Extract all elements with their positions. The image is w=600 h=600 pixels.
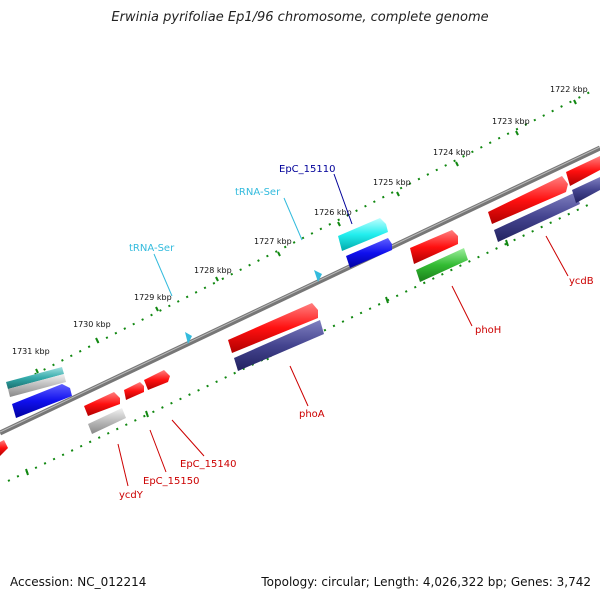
gene-label-ycdY: ycdY [119, 490, 144, 501]
gene-arrow-ycdB-red [488, 176, 568, 224]
backbone-highlight [0, 146, 600, 433]
gene-box-ycdB-purple [494, 192, 580, 242]
gene-arrow-red-small-1 [84, 392, 120, 416]
gene-arrow-blue-left [12, 384, 72, 418]
ruler-label-1730: 1730 kbp [73, 320, 111, 329]
gene-arrow-phoH-red [410, 230, 458, 264]
gene-label-phoA: phoA [299, 409, 325, 420]
ruler-label-1723: 1723 kbp [492, 117, 530, 126]
gene-box-right-purple [572, 177, 600, 203]
gene-label-tRNA-Ser-2: tRNA-Ser [129, 243, 175, 254]
gene-box-grey-top [8, 374, 66, 397]
gene-label-EpC_15150: EpC_15150 [143, 476, 199, 487]
ruler-label-1727: 1727 kbp [254, 237, 292, 246]
ruler-label-1726: 1726 kbp [314, 208, 352, 217]
ruler-label-1725: 1725 kbp [373, 178, 411, 187]
gene-arrow-right-red [566, 156, 600, 186]
accession-label: Accession: NC_012214 [10, 575, 147, 589]
gene-arrow-red-small-3 [144, 370, 170, 390]
leader-lines [117, 173, 569, 487]
gene-box-phoH-green [416, 248, 468, 282]
backbone-line [0, 145, 600, 436]
gene-label-EpC_15140: EpC_15140 [180, 459, 236, 470]
map-title: Erwinia pyrifoliae Ep1/96 chromosome, co… [111, 10, 489, 25]
gene-box-phoA-purple [234, 320, 324, 371]
ruler-label-1731: 1731 kbp [12, 347, 50, 356]
gene-arrow-phoA-red [228, 303, 318, 353]
gene-label-ycdB: ycdB [569, 276, 594, 287]
gene-arrow-red-small-2 [124, 382, 144, 400]
ruler-label-1722: 1722 kbp [550, 85, 588, 94]
trna-marker-1 [314, 270, 322, 282]
gene-label-EpC_15110: EpC_15110 [279, 164, 335, 175]
ruler-label-1729: 1729 kbp [134, 293, 172, 302]
trna-marker-2 [185, 332, 192, 344]
gene-label-phoH: phoH [475, 325, 501, 336]
gene-arrow-blue-mid [346, 238, 392, 268]
gene-box-grey-small [88, 408, 126, 434]
ruler-label-1728: 1728 kbp [194, 266, 232, 275]
forward-features [0, 156, 600, 456]
gene-label-tRNA-Ser-1: tRNA-Ser [235, 187, 281, 198]
gene-arrow-red-edge [0, 440, 8, 456]
gene-box-teal [6, 367, 64, 389]
gene-arrow-cyan [338, 218, 388, 251]
ruler-label-1724: 1724 kbp [433, 148, 471, 157]
genome-summary-label: Topology: circular; Length: 4,026,322 bp… [261, 575, 591, 589]
